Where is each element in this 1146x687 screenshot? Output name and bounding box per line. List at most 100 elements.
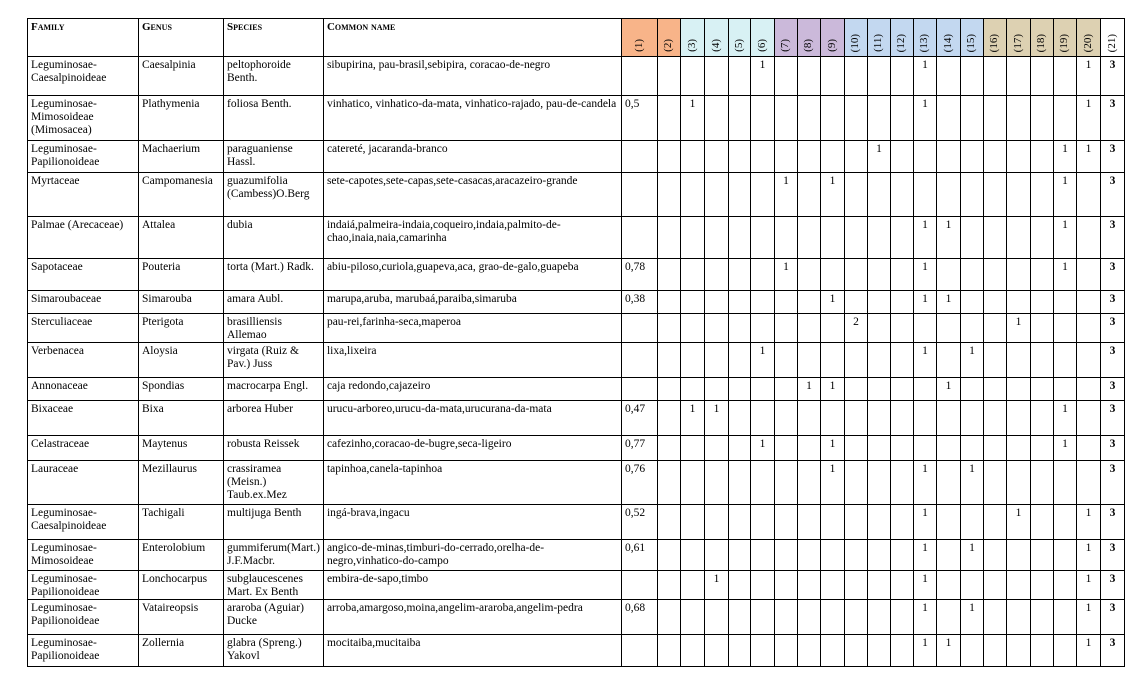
value-cell-col-12 xyxy=(889,435,914,461)
value-cell-col-17 xyxy=(1005,216,1031,259)
value-cell-col-20 xyxy=(1075,377,1101,401)
header-col-16: (16) xyxy=(982,18,1007,57)
value-cell-col-4 xyxy=(703,539,729,571)
value-cell-col-13: 1 xyxy=(912,56,937,96)
value-cell-col-15 xyxy=(959,216,984,259)
value-cell-col-8 xyxy=(796,570,821,600)
value-cell-col-12 xyxy=(889,570,914,600)
value-cell-col-6 xyxy=(749,539,775,571)
value-cell-col-3 xyxy=(679,56,705,96)
family-cell: Leguminosae-Papilionoideae xyxy=(27,570,139,600)
value-cell-col-10 xyxy=(843,400,868,436)
value-cell-col-15 xyxy=(959,570,984,600)
value-cell-col-16 xyxy=(982,400,1007,436)
value-cell-col-12 xyxy=(889,342,914,378)
value-cell-col-3 xyxy=(679,599,705,635)
value-cell-col-2 xyxy=(656,599,681,635)
value-cell-col-10 xyxy=(843,570,868,600)
value-cell-col-4 xyxy=(703,377,729,401)
value-cell-col-13 xyxy=(912,172,937,217)
value-cell-col-20: 1 xyxy=(1075,634,1101,667)
value-cell-col-20: 1 xyxy=(1075,140,1101,173)
genus-cell: Maytenus xyxy=(138,435,224,461)
value-cell-col-4 xyxy=(703,313,729,343)
value-cell-col-2 xyxy=(656,313,681,343)
value-cell-col-7 xyxy=(773,342,798,378)
value-cell-col-20 xyxy=(1075,460,1101,505)
species-cell: amara Aubl. xyxy=(223,290,324,314)
value-cell-col-7 xyxy=(773,504,798,540)
value-cell-col-17 xyxy=(1005,56,1031,96)
value-cell-col-9: 1 xyxy=(819,460,845,505)
value-cell-col-14 xyxy=(935,400,961,436)
value-cell-col-18 xyxy=(1029,570,1054,600)
value-cell-col-12 xyxy=(889,56,914,96)
value-cell-col-20 xyxy=(1075,172,1101,217)
value-cell-col-12 xyxy=(889,290,914,314)
header-col-17: (17) xyxy=(1005,18,1031,57)
table-row: Leguminosae-Mimosoideae (Mimosacea) Plath… xyxy=(27,95,1125,141)
value-cell-col-6 xyxy=(749,599,775,635)
value-cell-col-13: 1 xyxy=(912,95,937,141)
value-cell-col-1 xyxy=(620,140,658,173)
value-cell-col-8 xyxy=(796,216,821,259)
common-name-cell: embira-de-sapo,timbo xyxy=(322,570,622,600)
value-cell-col-21: 3 xyxy=(1099,258,1125,291)
value-cell-col-20: 1 xyxy=(1075,539,1101,571)
value-cell-col-18 xyxy=(1029,290,1054,314)
value-cell-col-16 xyxy=(982,634,1007,667)
value-cell-col-10 xyxy=(843,172,868,217)
value-cell-col-2 xyxy=(656,634,681,667)
value-cell-col-17 xyxy=(1005,539,1031,571)
value-cell-col-11 xyxy=(866,539,891,571)
value-cell-col-4 xyxy=(703,599,729,635)
value-cell-col-13 xyxy=(912,140,937,173)
value-cell-col-6 xyxy=(749,504,775,540)
header-col-7: (7) xyxy=(773,18,798,57)
header-col-8: (8) xyxy=(796,18,821,57)
value-cell-col-9 xyxy=(819,313,845,343)
value-cell-col-16 xyxy=(982,216,1007,259)
value-cell-col-8 xyxy=(796,504,821,540)
table-row: Myrtaceae Campomanesia guazumifolia (Cambe… xyxy=(27,172,1125,217)
value-cell-col-21: 3 xyxy=(1099,377,1125,401)
value-cell-col-17 xyxy=(1005,599,1031,635)
value-cell-col-9 xyxy=(819,216,845,259)
value-cell-col-11 xyxy=(866,313,891,343)
table-row: Leguminosae-Papilionoideae Machaerium para… xyxy=(27,140,1125,173)
genus-cell: Vataireopsis xyxy=(138,599,224,635)
value-cell-col-6 xyxy=(749,400,775,436)
value-cell-col-1 xyxy=(620,313,658,343)
species-cell: araroba (Aguiar) Ducke xyxy=(223,599,324,635)
genus-cell: Caesalpinia xyxy=(138,56,224,96)
value-cell-col-19: 1 xyxy=(1052,216,1077,259)
value-cell-col-9: 1 xyxy=(819,377,845,401)
value-cell-col-15 xyxy=(959,400,984,436)
family-cell: Simaroubaceae xyxy=(27,290,139,314)
value-cell-col-21: 3 xyxy=(1099,634,1125,667)
value-cell-col-14 xyxy=(935,95,961,141)
value-cell-col-12 xyxy=(889,172,914,217)
value-cell-col-18 xyxy=(1029,258,1054,291)
value-cell-col-20: 1 xyxy=(1075,570,1101,600)
value-cell-col-11 xyxy=(866,95,891,141)
header-col-label: (5) xyxy=(732,39,745,52)
value-cell-col-4 xyxy=(703,216,729,259)
header-col-label: (11) xyxy=(872,34,885,52)
value-cell-col-2 xyxy=(656,172,681,217)
value-cell-col-9: 1 xyxy=(819,435,845,461)
value-cell-col-15 xyxy=(959,290,984,314)
genus-cell: Machaerium xyxy=(138,140,224,173)
value-cell-col-8 xyxy=(796,460,821,505)
value-cell-col-18 xyxy=(1029,400,1054,436)
value-cell-col-6 xyxy=(749,216,775,259)
value-cell-col-16 xyxy=(982,140,1007,173)
value-cell-col-4 xyxy=(703,172,729,217)
value-cell-col-1: 0,47 xyxy=(620,400,658,436)
value-cell-col-2 xyxy=(656,460,681,505)
value-cell-col-2 xyxy=(656,435,681,461)
value-cell-col-8 xyxy=(796,95,821,141)
value-cell-col-9 xyxy=(819,539,845,571)
value-cell-col-21: 3 xyxy=(1099,504,1125,540)
value-cell-col-2 xyxy=(656,342,681,378)
